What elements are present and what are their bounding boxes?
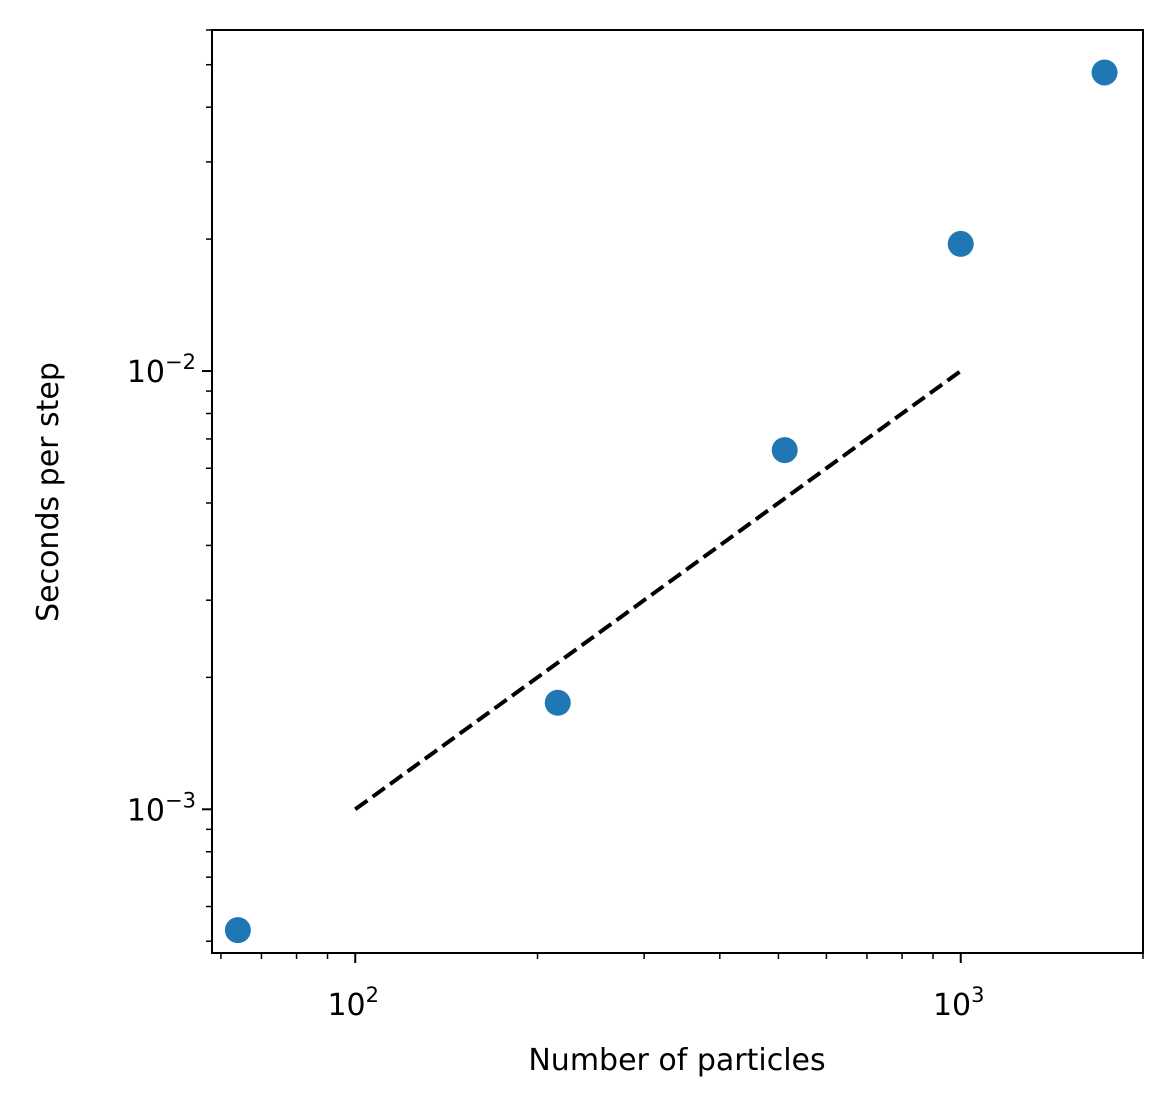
dashed-reference-line [354, 369, 962, 811]
x-tick-label: 103 [933, 983, 985, 1023]
y-tick-label: 10−3 [127, 788, 196, 828]
y-tick-label: 10−2 [127, 350, 196, 390]
data-marks [224, 59, 1118, 944]
x-axis-label: Number of particles [528, 1043, 825, 1078]
scatter-point [947, 230, 974, 257]
scatter-point [224, 917, 251, 944]
x-tick-label: 102 [327, 983, 379, 1023]
plot-frame [211, 29, 1144, 954]
scatter-point [1091, 59, 1118, 86]
scatter-point [544, 689, 571, 716]
scatter-point [771, 437, 798, 464]
y-axis-label: Seconds per step [31, 362, 66, 622]
axes: 102 103 10−3 10−2 [127, 29, 1144, 1023]
